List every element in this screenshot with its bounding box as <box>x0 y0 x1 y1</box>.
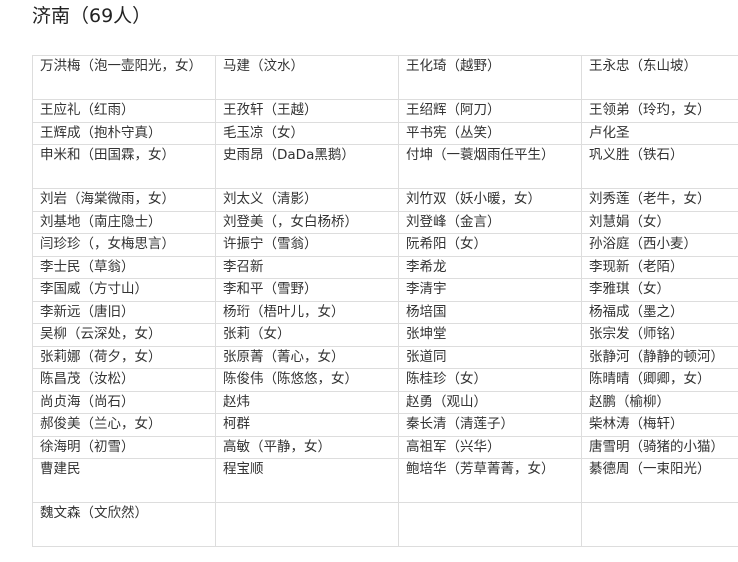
member-cell: 綦德周（一束阳光） <box>581 458 738 503</box>
member-cell: 唐雪明（骑猪的小猫） <box>581 435 738 459</box>
table-row: 王应礼（红雨） 王孜轩（王越） 王绍辉（阿刀） 王领弟（玲玓，女） <box>32 99 738 123</box>
member-cell: 张莉（女） <box>215 323 399 347</box>
member-cell: 平书宪（丛笑） <box>398 121 582 145</box>
member-cell <box>398 502 582 547</box>
member-cell: 万洪梅（泡一壶阳光，女） <box>32 55 216 100</box>
member-cell: 孙浴庭（西小麦） <box>581 233 738 257</box>
member-cell: 吴柳（云深处，女） <box>32 323 216 347</box>
member-cell: 陈晴晴（卿卿，女） <box>581 368 738 392</box>
member-cell: 张道同 <box>398 345 582 369</box>
member-cell: 郝俊美（兰心，女） <box>32 413 216 437</box>
member-cell: 徐海明（初雪） <box>32 435 216 459</box>
member-cell: 陈昌茂（汝松） <box>32 368 216 392</box>
member-cell: 张坤堂 <box>398 323 582 347</box>
member-cell: 刘慧娟（女） <box>581 210 738 234</box>
member-cell: 李国威（方寸山） <box>32 278 216 302</box>
member-cell: 赵炜 <box>215 390 399 414</box>
member-cell: 张静河（静静的顿河） <box>581 345 738 369</box>
member-cell: 刘登峰（金言） <box>398 210 582 234</box>
member-cell: 秦长清（清莲子） <box>398 413 582 437</box>
member-cell: 李和平（雪野） <box>215 278 399 302</box>
member-cell: 赵勇（观山） <box>398 390 582 414</box>
member-cell: 杨珩（梧叶儿，女） <box>215 300 399 324</box>
table-row: 李新远（唐旧） 杨珩（梧叶儿，女） 杨培国 杨福成（墨之） <box>32 300 738 324</box>
member-cell: 高祖军（兴华） <box>398 435 582 459</box>
member-cell: 王永忠（东山坡） <box>581 55 738 100</box>
member-cell: 李现新（老陌） <box>581 255 738 279</box>
member-table: 万洪梅（泡一壶阳光，女） 马建（汶水） 王化琦（越野） 王永忠（东山坡） 王应礼（红雨）… <box>32 55 738 547</box>
member-cell: 刘秀莲（老牛，女） <box>581 188 738 212</box>
member-cell: 许振宁（雪翁） <box>215 233 399 257</box>
member-cell: 李士民（草翁） <box>32 255 216 279</box>
table-row: 曹建民 程宝顺 鲍培华（芳草菁菁，女） 綦德周（一束阳光） <box>32 458 738 503</box>
table-row: 李士民（草翁） 李召新 李希龙 李现新（老陌） <box>32 255 738 279</box>
member-cell: 李新远（唐旧） <box>32 300 216 324</box>
member-cell: 杨培国 <box>398 300 582 324</box>
member-cell: 李清宇 <box>398 278 582 302</box>
member-cell: 张原菁（菁心，女） <box>215 345 399 369</box>
member-cell: 刘岩（海棠微雨，女） <box>32 188 216 212</box>
table-row: 申米和（田国霖，女） 史雨昂（DaDa黑鹅） 付坤（一蓑烟雨任平生） 巩义胜（铁石） <box>32 144 738 189</box>
member-cell: 陈桂珍（女） <box>398 368 582 392</box>
member-cell <box>215 502 399 547</box>
table-row: 吴柳（云深处，女） 张莉（女） 张坤堂 张宗发（师铭） <box>32 323 738 347</box>
member-cell: 闫珍珍（，女梅思言） <box>32 233 216 257</box>
member-cell: 王化琦（越野） <box>398 55 582 100</box>
member-cell: 刘太义（清影） <box>215 188 399 212</box>
table-row: 王辉成（抱朴守真） 毛玉凉（女） 平书宪（丛笑） 卢化圣 <box>32 121 738 145</box>
member-cell: 陈俊伟（陈悠悠，女） <box>215 368 399 392</box>
member-cell: 鲍培华（芳草菁菁，女） <box>398 458 582 503</box>
member-cell: 毛玉凉（女） <box>215 121 399 145</box>
member-cell: 张莉娜（荷夕，女） <box>32 345 216 369</box>
member-cell: 卢化圣 <box>581 121 738 145</box>
member-cell <box>581 502 738 547</box>
member-cell: 付坤（一蓑烟雨任平生） <box>398 144 582 189</box>
table-row: 刘基地（南庄隐士） 刘登美（，女白杨桥） 刘登峰（金言） 刘慧娟（女） <box>32 210 738 234</box>
member-cell: 王孜轩（王越） <box>215 99 399 123</box>
member-cell: 刘基地（南庄隐士） <box>32 210 216 234</box>
table-row: 张莉娜（荷夕，女） 张原菁（菁心，女） 张道同 张静河（静静的顿河） <box>32 345 738 369</box>
page-title: 济南（69人） <box>32 5 152 27</box>
table-row: 魏文森（文欣然） <box>32 502 738 547</box>
member-cell: 刘竹双（妖小暖，女） <box>398 188 582 212</box>
table-row: 刘岩（海棠微雨，女） 刘太义（清影） 刘竹双（妖小暖，女） 刘秀莲（老牛，女） <box>32 188 738 212</box>
table-row: 闫珍珍（，女梅思言） 许振宁（雪翁） 阮希阳（女） 孙浴庭（西小麦） <box>32 233 738 257</box>
member-cell: 尚贞海（尚石） <box>32 390 216 414</box>
member-cell: 阮希阳（女） <box>398 233 582 257</box>
table-row: 李国威（方寸山） 李和平（雪野） 李清宇 李雅琪（女） <box>32 278 738 302</box>
member-cell: 李雅琪（女） <box>581 278 738 302</box>
member-cell: 李希龙 <box>398 255 582 279</box>
table-row: 尚贞海（尚石） 赵炜 赵勇（观山） 赵鹏（榆柳） <box>32 390 738 414</box>
table-row: 陈昌茂（汝松） 陈俊伟（陈悠悠，女） 陈桂珍（女） 陈晴晴（卿卿，女） <box>32 368 738 392</box>
member-cell: 马建（汶水） <box>215 55 399 100</box>
table-row: 郝俊美（兰心，女） 柯群 秦长清（清莲子） 柴林涛（梅轩） <box>32 413 738 437</box>
table-row: 万洪梅（泡一壶阳光，女） 马建（汶水） 王化琦（越野） 王永忠（东山坡） <box>32 55 738 100</box>
member-cell: 王辉成（抱朴守真） <box>32 121 216 145</box>
member-cell: 张宗发（师铭） <box>581 323 738 347</box>
member-cell: 王绍辉（阿刀） <box>398 99 582 123</box>
member-cell: 申米和（田国霖，女） <box>32 144 216 189</box>
member-cell: 史雨昂（DaDa黑鹅） <box>215 144 399 189</box>
member-cell: 赵鹏（榆柳） <box>581 390 738 414</box>
member-cell: 魏文森（文欣然） <box>32 502 216 547</box>
member-cell: 曹建民 <box>32 458 216 503</box>
member-cell: 巩义胜（铁石） <box>581 144 738 189</box>
member-cell: 柯群 <box>215 413 399 437</box>
member-cell: 李召新 <box>215 255 399 279</box>
member-cell: 王领弟（玲玓，女） <box>581 99 738 123</box>
member-cell: 杨福成（墨之） <box>581 300 738 324</box>
member-cell: 程宝顺 <box>215 458 399 503</box>
member-cell: 刘登美（，女白杨桥） <box>215 210 399 234</box>
member-cell: 王应礼（红雨） <box>32 99 216 123</box>
table-row: 徐海明（初雪） 高敏（平静，女） 高祖军（兴华） 唐雪明（骑猪的小猫） <box>32 435 738 459</box>
member-cell: 柴林涛（梅轩） <box>581 413 738 437</box>
member-cell: 高敏（平静，女） <box>215 435 399 459</box>
